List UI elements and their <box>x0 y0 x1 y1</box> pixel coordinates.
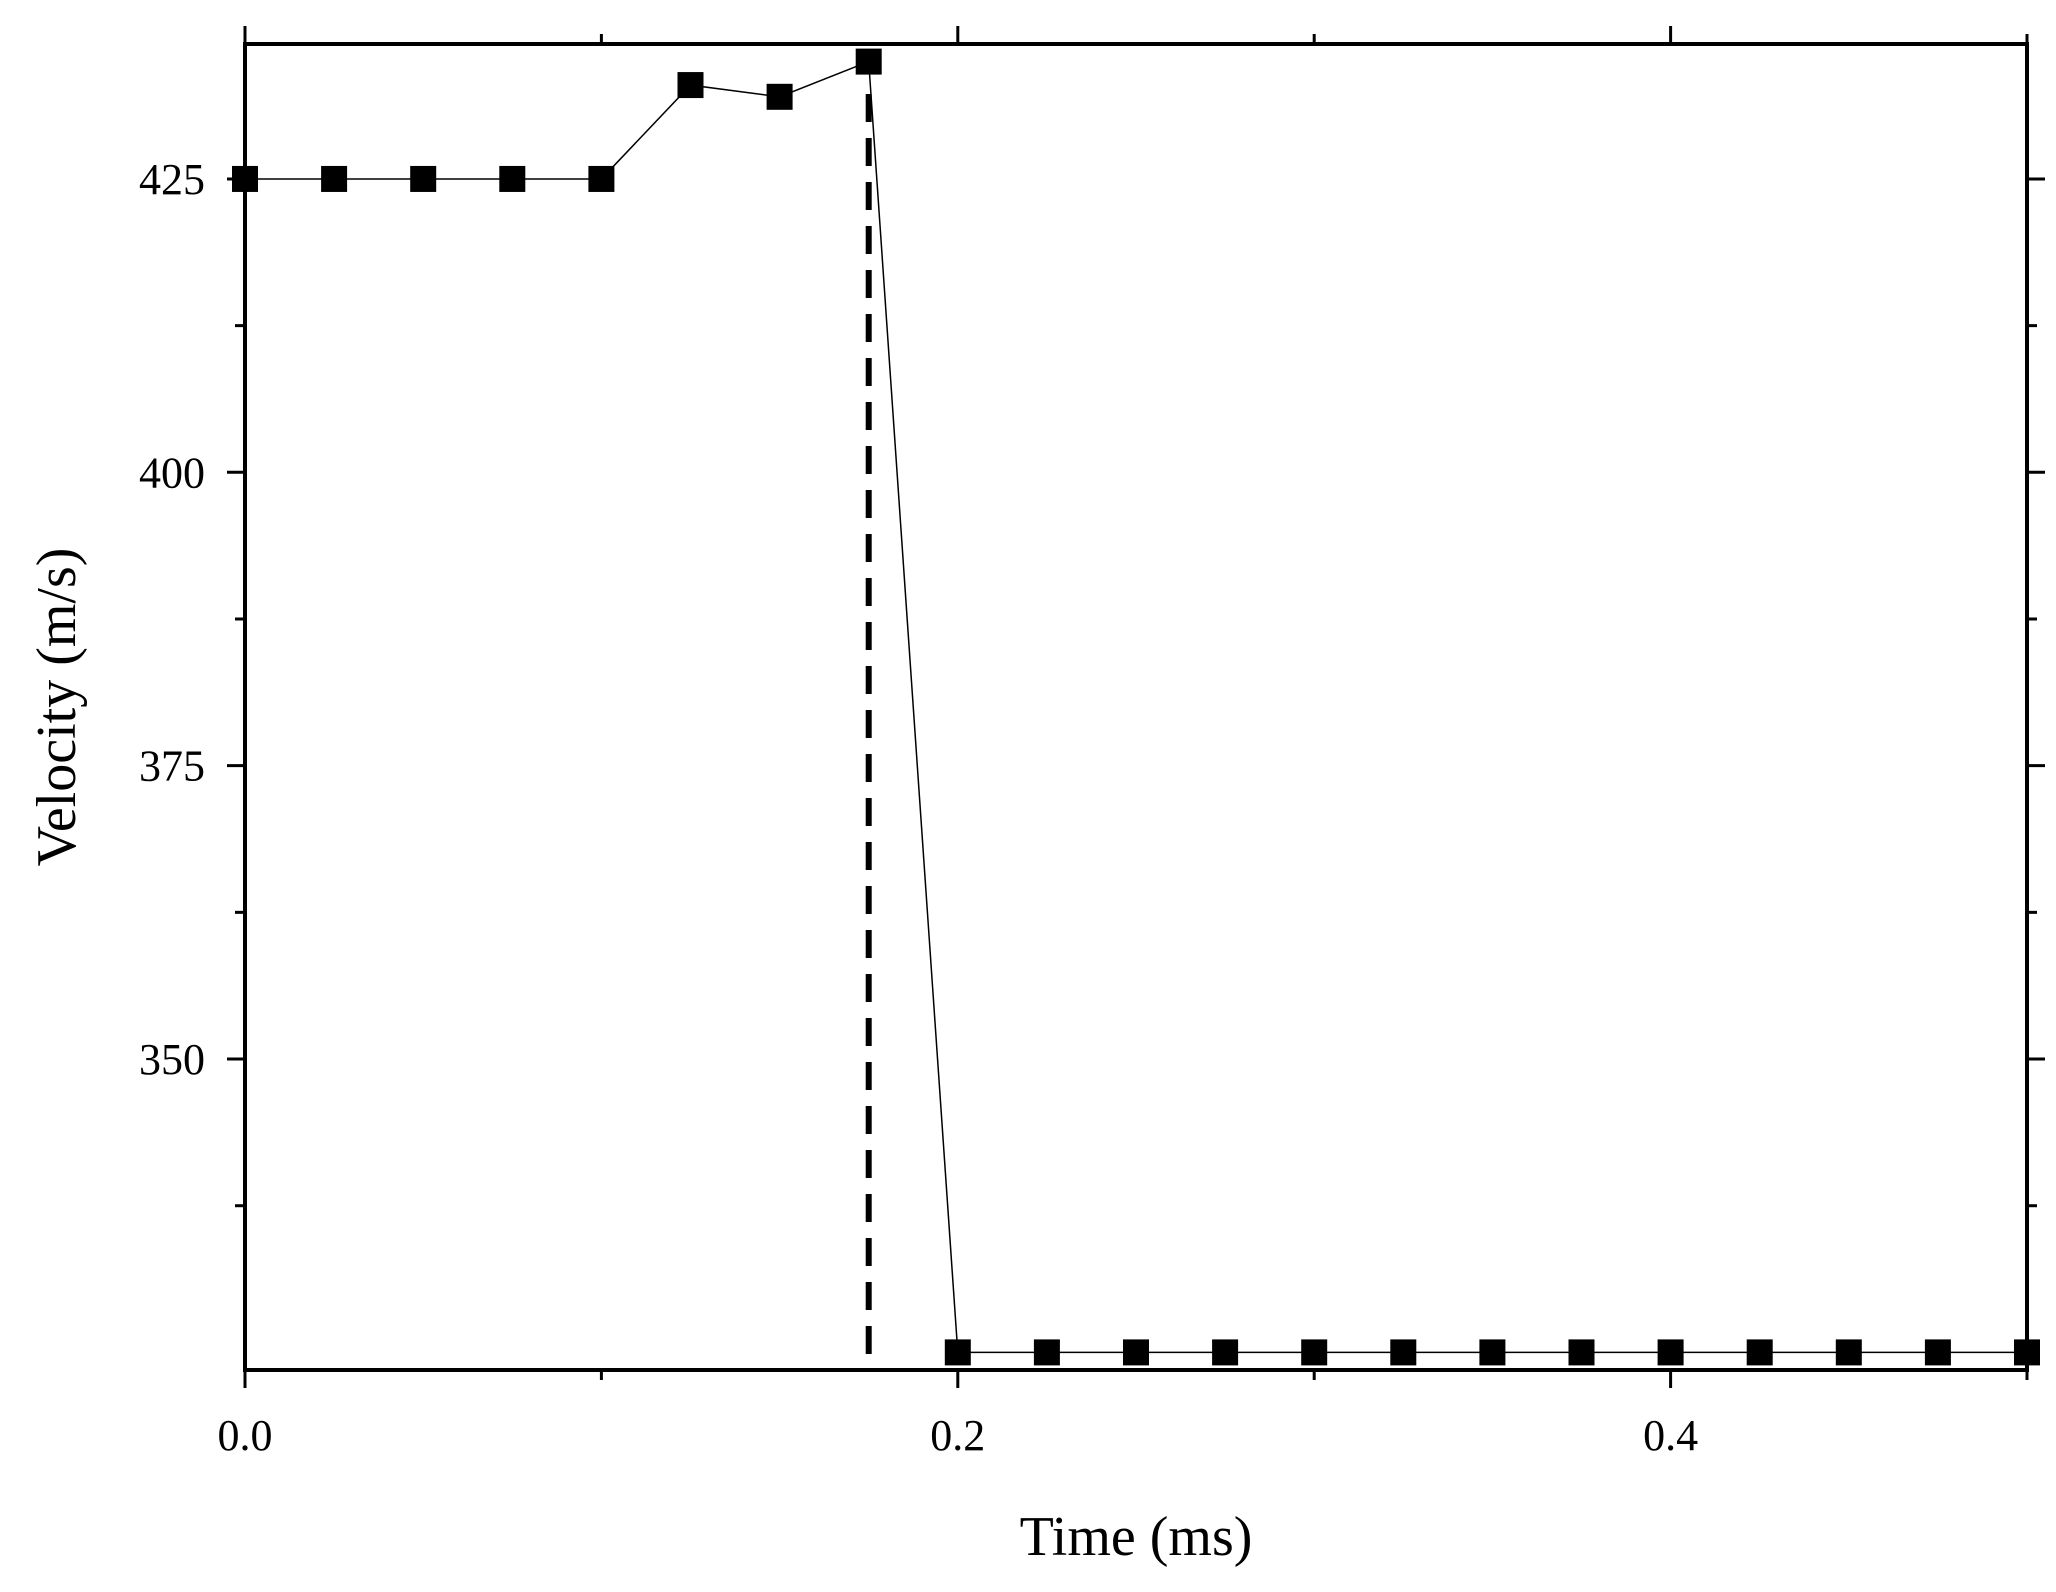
data-point <box>1301 1339 1328 1366</box>
y-axis-label: Velocity (m/s) <box>26 548 88 867</box>
data-point <box>1390 1339 1417 1366</box>
data-point <box>588 165 615 192</box>
data-point <box>1924 1339 1951 1366</box>
data-point <box>1479 1339 1506 1366</box>
data-point <box>766 83 793 110</box>
x-tick-label: 0.4 <box>1643 1411 1698 1460</box>
data-point <box>1657 1339 1684 1366</box>
data-point <box>944 1339 971 1366</box>
y-tick-label: 375 <box>139 742 205 791</box>
data-point <box>855 48 882 75</box>
series-line <box>245 60 2027 1354</box>
y-tick-label: 425 <box>139 155 205 204</box>
data-point <box>1835 1339 1862 1366</box>
data-point <box>1746 1339 1773 1366</box>
data-point <box>410 165 437 192</box>
y-tick-label: 350 <box>139 1035 205 1084</box>
y-tick-label: 400 <box>139 448 205 497</box>
plot-area <box>232 48 2040 1366</box>
plot-frame <box>243 42 2029 1372</box>
data-point <box>677 72 704 99</box>
data-point <box>499 165 526 192</box>
x-tick-label: 0.2 <box>930 1411 985 1460</box>
x-tick-label: 0.0 <box>218 1411 273 1460</box>
x-axis-label: Time (ms) <box>1020 1506 1253 1568</box>
data-point <box>1033 1339 1060 1366</box>
axes: 0.0 0.2 0.4 350 375 400 425 <box>139 26 2045 1460</box>
data-point <box>1212 1339 1239 1366</box>
data-point <box>1568 1339 1595 1366</box>
data-point <box>1123 1339 1149 1366</box>
data-point <box>321 165 348 192</box>
